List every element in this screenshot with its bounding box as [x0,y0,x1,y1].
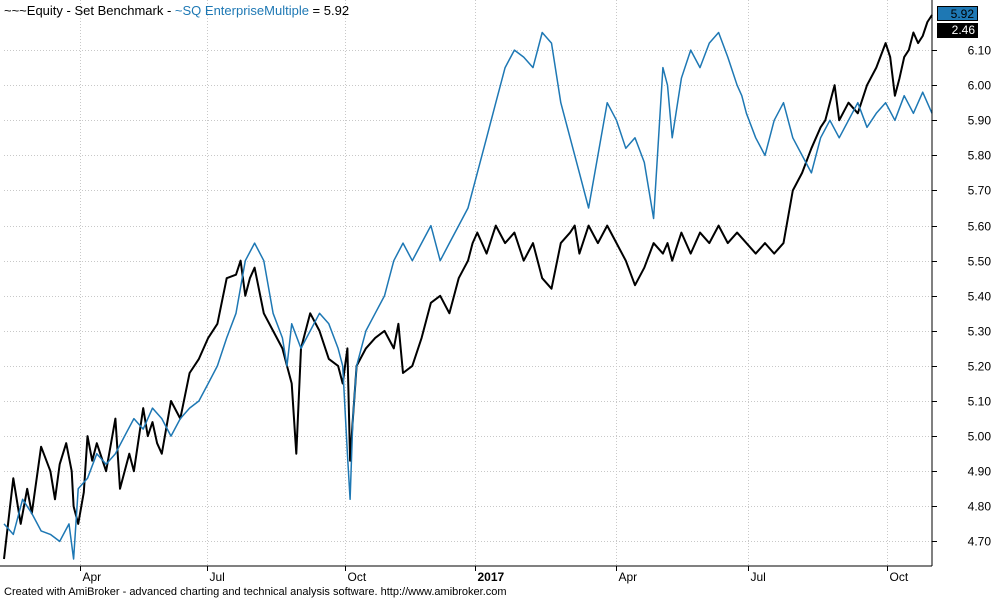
legend-multiple-label: ~SQ EnterpriseMultiple [174,3,309,18]
legend-equity-label: ~~~Equity - Set Benchmark [4,3,164,18]
y-tick-label: 5.90 [968,114,992,128]
y-tick-label: 5.10 [968,395,992,409]
x-tick-label: Oct [890,570,909,584]
y-tick-label: 5.80 [968,149,992,163]
x-tick-label: Oct [348,570,367,584]
vertical-gridlines [80,0,888,566]
chart-legend: ~~~Equity - Set Benchmark - ~SQ Enterpri… [4,3,349,19]
legend-equals: = [308,3,324,18]
y-tick-label: 4.80 [968,500,992,514]
y-tick-label: 4.90 [968,465,992,479]
y-tick-label: 5.70 [968,184,992,198]
enterprise-multiple-series-line [3,31,933,560]
y-axis: 4.70 4.80 4.90 5.00 5.10 5.20 5.30 5.40 5.50 5.60… [931,0,992,566]
legend-separator: - [163,3,175,18]
equity-series-line [3,14,933,560]
blue-price-tag: 5.92 [937,6,978,21]
y-tick-label: 5.50 [968,255,992,269]
black-price-tag: 2.46 [937,23,978,38]
y-tick-label: 5.00 [968,430,992,444]
x-tick-label: Apr [83,570,102,584]
legend-multiple-value: 5.92 [323,3,350,18]
y-tick-label: 5.30 [968,325,992,339]
footer-credit: Created with AmiBroker - advanced charti… [4,586,507,598]
series-layer [3,14,933,560]
y-tick-label: 5.40 [968,290,992,304]
y-tick-label: 5.60 [968,220,992,234]
x-axis: Apr Jul Oct 2017 Apr Jul Oct [0,565,932,584]
x-tick-label: 2017 [478,570,505,584]
y-tick-label: 4.70 [968,535,992,549]
x-tick-label: Jul [751,570,766,584]
y-tick-label: 6.00 [968,79,992,93]
x-tick-label: Apr [619,570,638,584]
x-tick-label: Jul [210,570,225,584]
y-tick-label: 6.10 [968,44,992,58]
y-tick-label: 5.20 [968,360,992,374]
horizontal-gridlines [4,50,932,542]
